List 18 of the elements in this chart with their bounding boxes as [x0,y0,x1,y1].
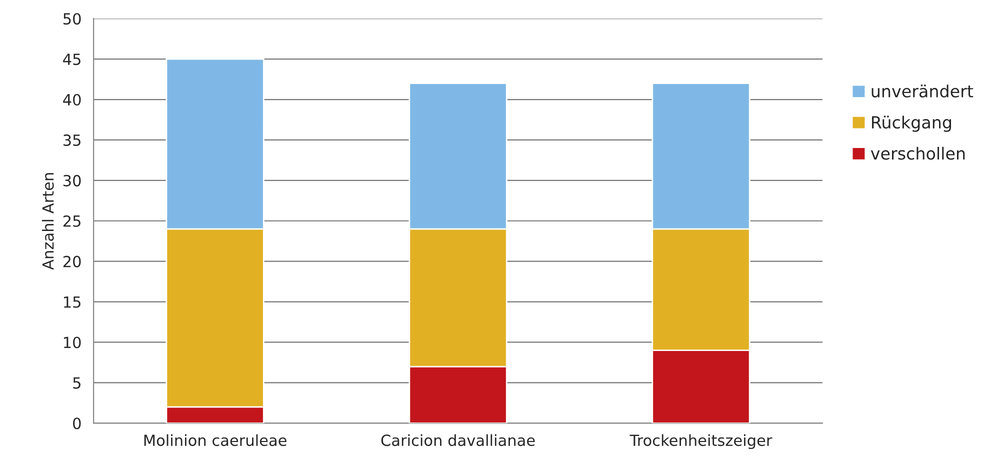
y-tick-label: 5 [73,377,80,389]
x-tick-label: Molinion caeruleae [144,434,286,446]
legend-label: unverändert [872,84,974,98]
y-tick-label: 30 [63,174,81,186]
legend-label: Rückgang [872,116,952,132]
y-tick-label: 25 [63,215,80,227]
y-tick-label: 10 [64,336,81,348]
y-tick-label: 35 [63,134,80,146]
y-tick-label: 15 [64,296,80,308]
y-tick-label: 0 [73,418,81,430]
y-tick-label: 50 [64,13,81,25]
x-tick-label: Caricion davallianae [381,434,535,446]
y-tick-label: 45 [63,54,80,66]
y-tick-label: 40 [63,94,81,106]
y-tick-label: 20 [63,256,81,268]
y-axis-title: Anzahl Arten [42,173,54,270]
x-tick-label: Trockenheitszeiger [630,434,772,450]
legend-label: verschollen [870,146,965,160]
